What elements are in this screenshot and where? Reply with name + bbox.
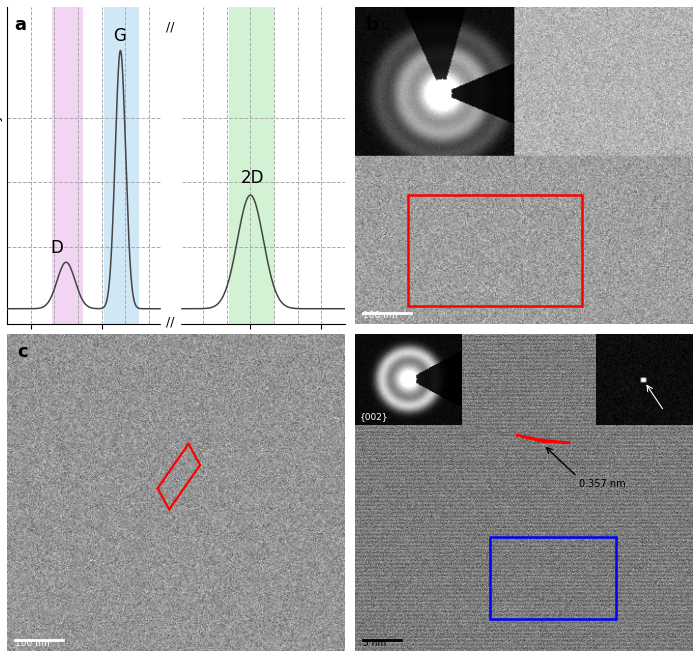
Text: G: G [113, 28, 127, 45]
Text: 100 nm: 100 nm [15, 638, 49, 647]
Bar [104, 7, 139, 324]
Text: b: b [365, 16, 378, 34]
Bar [408, 195, 582, 306]
Bar [52, 7, 83, 324]
Bar [160, 0, 179, 332]
Bar [490, 536, 616, 619]
X-axis label: Raman Shift / cm⁻¹: Raman Shift / cm⁻¹ [110, 353, 242, 367]
Text: //: // [166, 21, 174, 34]
Text: d: d [365, 343, 378, 361]
Text: a: a [14, 16, 26, 34]
Text: 0.357 nm: 0.357 nm [579, 478, 626, 489]
Text: 100 nm: 100 nm [363, 311, 398, 320]
Text: //: // [166, 315, 174, 328]
Text: 5 nm: 5 nm [363, 638, 386, 647]
Text: c: c [17, 343, 28, 361]
Text: D: D [50, 239, 63, 257]
Text: 2D: 2D [241, 169, 265, 188]
Text: {002}: {002} [360, 412, 389, 420]
Bar [229, 7, 274, 324]
Y-axis label: Raman Intesity: Raman Intesity [0, 113, 3, 218]
